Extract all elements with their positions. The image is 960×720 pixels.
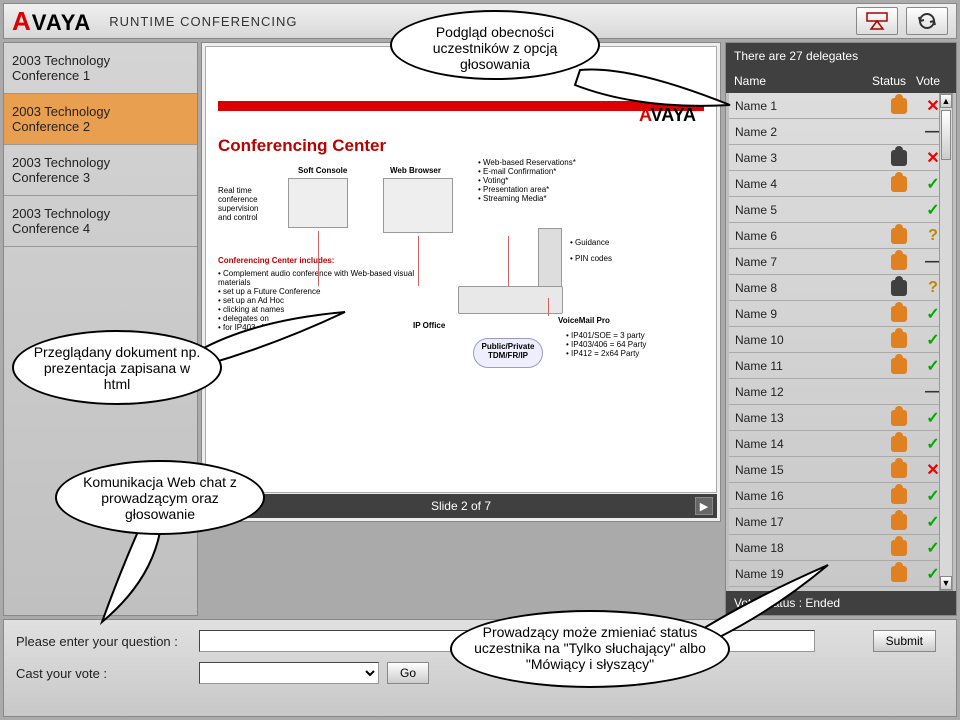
col-vote: Vote [916, 74, 948, 88]
scroll-down-button[interactable]: ▼ [940, 576, 952, 590]
delegate-name: Name 9 [735, 307, 879, 321]
delegate-row[interactable]: Name 11 ✓ [729, 353, 953, 379]
status-icon [891, 176, 907, 192]
delegate-name: Name 5 [735, 203, 879, 217]
delegates-count: There are 27 delegates [726, 43, 956, 69]
delegate-name: Name 4 [735, 177, 879, 191]
status-icon [891, 514, 907, 530]
soft-console-mockup [288, 178, 348, 228]
delegate-name: Name 17 [735, 515, 879, 529]
vote-select[interactable] [199, 662, 379, 684]
submit-button[interactable]: Submit [873, 630, 936, 652]
delegate-name: Name 1 [735, 99, 879, 113]
label-web-browser: Web Browser [390, 166, 441, 175]
status-icon [891, 540, 907, 556]
delegate-name: Name 8 [735, 281, 879, 295]
callout-presence: Podgląd obecności uczestników z opcją gł… [390, 10, 600, 80]
web-browser-mockup [383, 178, 453, 233]
status-icon [891, 410, 907, 426]
delegate-row[interactable]: Name 1 ✕ [729, 93, 953, 119]
delegates-list: Name 1 ✕Name 2 —Name 3 ✕Name 4 ✓Name 5 ✓… [729, 93, 953, 591]
delegates-columns: Name Status Vote [726, 69, 956, 93]
label-pin: • PIN codes [570, 254, 612, 263]
delegate-name: Name 10 [735, 333, 879, 347]
conference-item[interactable]: 2003 TechnologyConference 1 [4, 43, 197, 94]
status-icon [891, 332, 907, 348]
app-title: RUNTIME CONFERENCING [109, 14, 297, 29]
delegate-name: Name 12 [735, 385, 879, 399]
callout-document: Przeglądany dokument np. prezentacja zap… [12, 330, 222, 405]
delegate-name: Name 13 [735, 411, 879, 425]
conference-item[interactable]: 2003 TechnologyConference 4 [4, 196, 197, 247]
delegate-row[interactable]: Name 5 ✓ [729, 197, 953, 223]
ip-specs: • IP401/SOE = 3 party• IP403/406 = 64 Pa… [566, 331, 676, 358]
delegate-row[interactable]: Name 14 ✓ [729, 431, 953, 457]
status-icon [891, 566, 907, 582]
status-icon [891, 358, 907, 374]
delegate-row[interactable]: Name 6 ? [729, 223, 953, 249]
label-guidance: • Guidance [570, 238, 609, 247]
vote-label: Cast your vote : [16, 666, 191, 681]
delegate-row[interactable]: Name 8 ? [729, 275, 953, 301]
delegate-name: Name 18 [735, 541, 879, 555]
delegate-name: Name 16 [735, 489, 879, 503]
delegate-row[interactable]: Name 3 ✕ [729, 145, 953, 171]
label-voicemail: VoiceMail Pro [558, 316, 610, 325]
scroll-thumb[interactable] [941, 110, 951, 160]
delegate-name: Name 6 [735, 229, 879, 243]
delegates-scrollbar[interactable]: ▲ ▼ [939, 93, 953, 591]
status-icon [891, 150, 907, 166]
delegate-name: Name 14 [735, 437, 879, 451]
col-status: Status [872, 74, 916, 88]
status-icon [891, 488, 907, 504]
status-icon [891, 98, 907, 114]
slide-counter: Slide 2 of 7 [431, 499, 491, 513]
callout-chat: Komunikacja Web chat z prowadzącym oraz … [55, 460, 265, 535]
delegate-row[interactable]: Name 12 — [729, 379, 953, 405]
feature-list: • Web-based Reservations*• E-mail Confir… [478, 158, 608, 203]
delegate-name: Name 7 [735, 255, 879, 269]
delegate-row[interactable]: Name 17 ✓ [729, 509, 953, 535]
col-name: Name [734, 74, 872, 88]
delegate-name: Name 3 [735, 151, 879, 165]
delegate-row[interactable]: Name 18 ✓ [729, 535, 953, 561]
cloud-icon: Public/Private TDM/FR/IP [473, 338, 543, 368]
status-icon [891, 436, 907, 452]
slide-navigation: ◀ Slide 2 of 7 ▶ [205, 494, 717, 518]
refresh-icon[interactable] [906, 7, 948, 35]
status-icon [891, 228, 907, 244]
question-label: Please enter your question : [16, 634, 191, 649]
delegate-row[interactable]: Name 16 ✓ [729, 483, 953, 509]
includes-title: Conferencing Center includes: [218, 256, 334, 265]
delegate-name: Name 15 [735, 463, 879, 477]
delegate-name: Name 2 [735, 125, 879, 139]
label-realtime: Real time conference supervision and con… [218, 186, 273, 222]
delegate-row[interactable]: Name 13 ✓ [729, 405, 953, 431]
scroll-up-button[interactable]: ▲ [940, 94, 952, 108]
projector-icon[interactable] [856, 7, 898, 35]
delegate-row[interactable]: Name 9 ✓ [729, 301, 953, 327]
conference-item[interactable]: 2003 TechnologyConference 3 [4, 145, 197, 196]
conference-item[interactable]: 2003 TechnologyConference 2 [4, 94, 197, 145]
delegate-row[interactable]: Name 15 ✕ [729, 457, 953, 483]
delegate-name: Name 11 [735, 359, 879, 373]
go-button[interactable]: Go [387, 662, 429, 684]
label-soft-console: Soft Console [298, 166, 347, 175]
delegate-row[interactable]: Name 4 ✓ [729, 171, 953, 197]
status-icon [891, 462, 907, 478]
status-icon [891, 254, 907, 270]
delegate-row[interactable]: Name 2 — [729, 119, 953, 145]
delegates-panel: There are 27 delegates Name Status Vote … [725, 42, 957, 616]
delegate-row[interactable]: Name 7 — [729, 249, 953, 275]
delegate-row[interactable]: Name 10 ✓ [729, 327, 953, 353]
slide-next-button[interactable]: ▶ [695, 497, 713, 515]
callout-host: Prowadzący może zmieniać status uczestni… [450, 610, 730, 688]
status-icon [891, 306, 907, 322]
status-icon [891, 280, 907, 296]
label-ip-office: IP Office [413, 321, 445, 330]
brand-logo: AVAYA [12, 6, 91, 37]
